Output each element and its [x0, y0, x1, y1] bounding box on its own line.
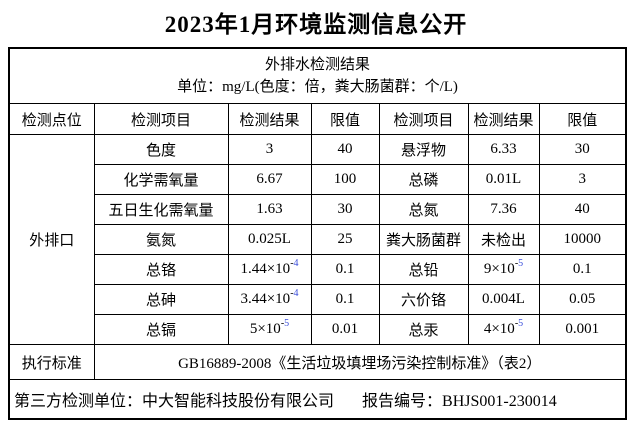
col-header-item-1: 检测项目: [93, 103, 229, 135]
item-cell: 总氮: [378, 194, 469, 225]
footer-cell: 第三方检测单位：中大智能科技股份有限公司 报告编号：BHJS001-230014: [8, 379, 627, 420]
limit-cell: 3: [538, 164, 627, 195]
result-cell: 1.63: [227, 194, 312, 225]
limit-cell: 10000: [538, 224, 627, 255]
item-cell: 化学需氧量: [93, 164, 229, 195]
item-cell: 总砷: [93, 284, 229, 315]
limit-cell: 0.1: [310, 284, 380, 315]
table-row: 氨氮 0.025L 25 粪大肠菌群 未检出 10000: [9, 224, 627, 255]
result-cell: 6.33: [467, 134, 540, 165]
table-row: 总砷 3.44×10-4 0.1 六价铬 0.004L 0.05: [9, 284, 627, 315]
table-unit-note: 单位：mg/L(色度：倍，粪大肠菌群：个/L): [177, 79, 458, 95]
item-cell: 总镉: [93, 314, 229, 345]
footer-line: 第三方检测单位：中大智能科技股份有限公司 报告编号：BHJS001-230014: [12, 387, 623, 411]
footer-row: 第三方检测单位：中大智能科技股份有限公司 报告编号：BHJS001-230014: [8, 379, 627, 420]
limit-cell: 0.1: [538, 254, 627, 285]
result-cell: 0.01L: [467, 164, 540, 195]
table-caption: 外排水检测结果: [265, 57, 371, 73]
report-number: 报告编号：BHJS001-230014: [362, 393, 557, 410]
limit-cell: 40: [538, 194, 627, 225]
standard-row: 执行标准 GB16889-2008《生活垃圾填埋场污染控制标准》（表2）: [8, 344, 627, 380]
item-cell: 粪大肠菌群: [378, 224, 469, 255]
result-cell: 0.004L: [467, 284, 540, 315]
item-cell: 氨氮: [93, 224, 229, 255]
table-caption-row: 外排水检测结果 单位：mg/L(色度：倍，粪大肠菌群：个/L): [8, 47, 627, 104]
item-cell: 五日生化需氧量: [93, 194, 229, 225]
monitoring-table: 外排水检测结果 单位：mg/L(色度：倍，粪大肠菌群：个/L) 检测点位 检测项…: [8, 47, 628, 420]
standard-value-cell: GB16889-2008《生活垃圾填埋场污染控制标准》（表2）: [93, 344, 627, 380]
item-cell: 总铬: [93, 254, 229, 285]
result-cell: 0.025L: [227, 224, 312, 255]
result-cell: 9×10-5: [467, 254, 540, 285]
item-cell: 色度: [93, 134, 229, 165]
limit-cell: 0.001: [538, 314, 627, 345]
limit-cell: 100: [310, 164, 380, 195]
site-cell: 外排口: [8, 134, 95, 345]
col-header-result-2: 检测结果: [467, 103, 540, 135]
limit-cell: 0.05: [538, 284, 627, 315]
table-caption-cell: 外排水检测结果 单位：mg/L(色度：倍，粪大肠菌群：个/L): [8, 47, 627, 104]
result-cell: 7.36: [467, 194, 540, 225]
page-title: 2023年1月环境监测信息公开: [164, 12, 468, 37]
limit-cell: 30: [538, 134, 627, 165]
table-row: 化学需氧量 6.67 100 总磷 0.01L 3: [9, 164, 627, 195]
item-cell: 六价铬: [378, 284, 469, 315]
limit-cell: 30: [310, 194, 380, 225]
col-header-limit-1: 限值: [310, 103, 380, 135]
limit-cell: 25: [310, 224, 380, 255]
limit-cell: 0.1: [310, 254, 380, 285]
result-cell: 5×10-5: [227, 314, 312, 345]
table-row: 外排口 色度 3 40 悬浮物 6.33 30: [8, 134, 627, 345]
result-cell: 3.44×10-4: [227, 284, 312, 315]
result-cell: 6.67: [227, 164, 312, 195]
result-cell: 3: [227, 134, 312, 165]
limit-cell: 0.01: [310, 314, 380, 345]
item-cell: 悬浮物: [378, 134, 469, 165]
item-cell: 总磷: [378, 164, 469, 195]
result-cell: 4×10-5: [467, 314, 540, 345]
limit-cell: 40: [310, 134, 380, 165]
item-cell: 总汞: [378, 314, 469, 345]
table-row: 总镉 5×10-5 0.01 总汞 4×10-5 0.001: [9, 314, 627, 345]
col-header-item-2: 检测项目: [378, 103, 469, 135]
col-header-limit-2: 限值: [538, 103, 627, 135]
col-header-result-1: 检测结果: [227, 103, 312, 135]
col-header-site: 检测点位: [8, 103, 95, 135]
result-cell: 1.44×10-4: [227, 254, 312, 285]
standard-label-cell: 执行标准: [8, 344, 95, 380]
table-row: 总铬 1.44×10-4 0.1 总铅 9×10-5 0.1: [9, 254, 627, 285]
item-cell: 总铅: [378, 254, 469, 285]
third-party-unit: 第三方检测单位：中大智能科技股份有限公司: [14, 393, 335, 410]
table-row: 五日生化需氧量 1.63 30 总氮 7.36 40: [9, 194, 627, 225]
result-cell: 未检出: [467, 224, 540, 255]
column-header-row: 检测点位 检测项目 检测结果 限值 检测项目 检测结果 限值: [8, 103, 627, 135]
